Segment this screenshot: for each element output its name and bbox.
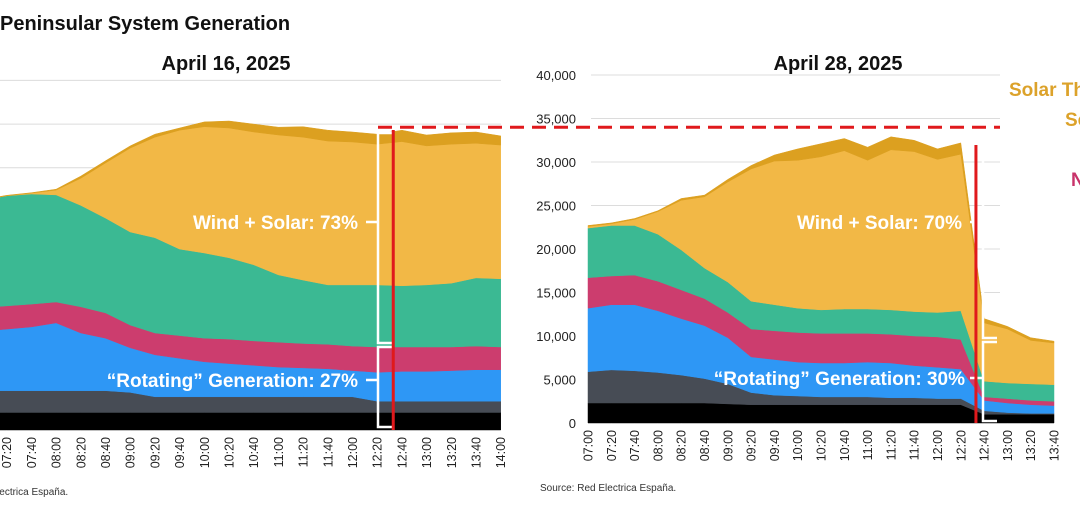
x-tick-label: 11:00 — [272, 437, 286, 467]
x-tick-label: 11:00 — [861, 430, 875, 460]
y-tick-label: 15,000 — [536, 286, 576, 301]
x-tick-label: 10:00 — [791, 430, 805, 461]
x-tick-label: 10:20 — [223, 437, 237, 468]
x-tick-label: 13:20 — [1024, 430, 1038, 461]
x-tick-label: 13:40 — [470, 437, 484, 468]
x-tick-label: 08:40 — [698, 430, 712, 461]
right-chart-title: April 28, 2025 — [774, 53, 903, 75]
x-tick-label: 11:20 — [297, 437, 311, 467]
right-source-note: Source: Red Electrica España. — [540, 483, 676, 494]
left-rotating-label: “Rotating” Generation: 27% — [107, 371, 358, 392]
right-wind-solar-label: Wind + Solar: 70% — [797, 213, 962, 234]
x-tick-label: 08:00 — [50, 437, 64, 468]
main-title: Peninsular System Generation — [0, 13, 290, 35]
x-tick-label: 11:20 — [884, 430, 898, 460]
y-tick-label: 25,000 — [536, 199, 576, 214]
right-stacked-areas — [587, 136, 1055, 424]
y-tick-label: 20,000 — [536, 242, 576, 257]
area-series-6 — [0, 120, 501, 198]
y-tick-label: 5,000 — [543, 373, 576, 388]
y-tick-label: 0 — [569, 416, 576, 431]
y-tick-label: 30,000 — [536, 155, 576, 170]
left-stacked-areas — [0, 120, 501, 431]
solar-side-label: So — [1065, 110, 1080, 131]
x-tick-label: 09:40 — [768, 430, 782, 461]
x-tick-label: 09:20 — [148, 437, 162, 468]
x-tick-label: 13:00 — [1001, 430, 1015, 461]
x-tick-label: 11:40 — [908, 430, 922, 460]
x-tick-label: 12:20 — [371, 437, 385, 468]
left-chart-title: April 16, 2025 — [162, 53, 291, 75]
left-wind-solar-label: Wind + Solar: 73% — [193, 213, 358, 234]
x-tick-label: 07:20 — [0, 437, 14, 468]
x-tick-label: 08:00 — [651, 430, 665, 461]
right-x-ticks: 07:00 07:20 07:40 08:00 08:20 08:40 09:00 09:20… — [582, 430, 1062, 461]
x-tick-label: 09:00 — [124, 437, 138, 468]
x-tick-label: 13:20 — [445, 437, 459, 468]
x-tick-label: 09:20 — [745, 430, 759, 461]
x-tick-label: 07:20 — [605, 430, 619, 461]
solar-thermal-side-label: Solar Th — [1009, 80, 1080, 101]
x-tick-label: 09:00 — [721, 430, 735, 461]
left-wind-solar-bracket — [366, 131, 392, 345]
left-x-ticks: 07:0007:2007:4008:0008:2008:4009:0009:20… — [0, 437, 508, 468]
x-tick-label: 10:00 — [198, 437, 212, 468]
x-tick-label: 12:20 — [954, 430, 968, 461]
y-tick-label: 40,000 — [536, 68, 576, 83]
x-tick-label: 10:40 — [247, 437, 261, 468]
x-tick-label: 08:20 — [675, 430, 689, 461]
x-tick-label: 12:40 — [978, 430, 992, 461]
right-rotating-label: “Rotating” Generation: 30% — [714, 369, 965, 390]
x-tick-label: 12:40 — [395, 437, 409, 468]
y-tick-label: 10,000 — [536, 329, 576, 344]
n-side-label: N — [1071, 170, 1080, 191]
x-tick-label: 08:40 — [99, 437, 113, 468]
x-tick-label: 07:40 — [628, 430, 642, 461]
x-tick-label: 07:40 — [25, 437, 39, 468]
area-series-6 — [587, 136, 1055, 344]
x-tick-label: 13:00 — [420, 437, 434, 468]
x-tick-label: 13:40 — [1048, 430, 1062, 461]
y-tick-label: 35,000 — [536, 112, 576, 127]
x-tick-label: 08:20 — [74, 437, 88, 468]
x-tick-label: 10:20 — [815, 430, 829, 461]
area-series-0 — [0, 412, 501, 431]
left-source-note: Source: Red Electrica España. — [0, 487, 68, 498]
x-tick-label: 12:00 — [931, 430, 945, 461]
x-tick-label: 11:40 — [321, 437, 335, 467]
x-tick-label: 12:00 — [346, 437, 360, 468]
x-tick-label: 14:00 — [494, 437, 508, 468]
x-tick-label: 07:00 — [582, 430, 596, 461]
left-rotating-bracket — [366, 345, 392, 429]
right-y-ticks: 0 5,000 10,000 15,000 20,000 25,000 30,000 35,0… — [536, 68, 576, 431]
x-tick-label: 09:40 — [173, 437, 187, 468]
x-tick-label: 10:40 — [838, 430, 852, 461]
